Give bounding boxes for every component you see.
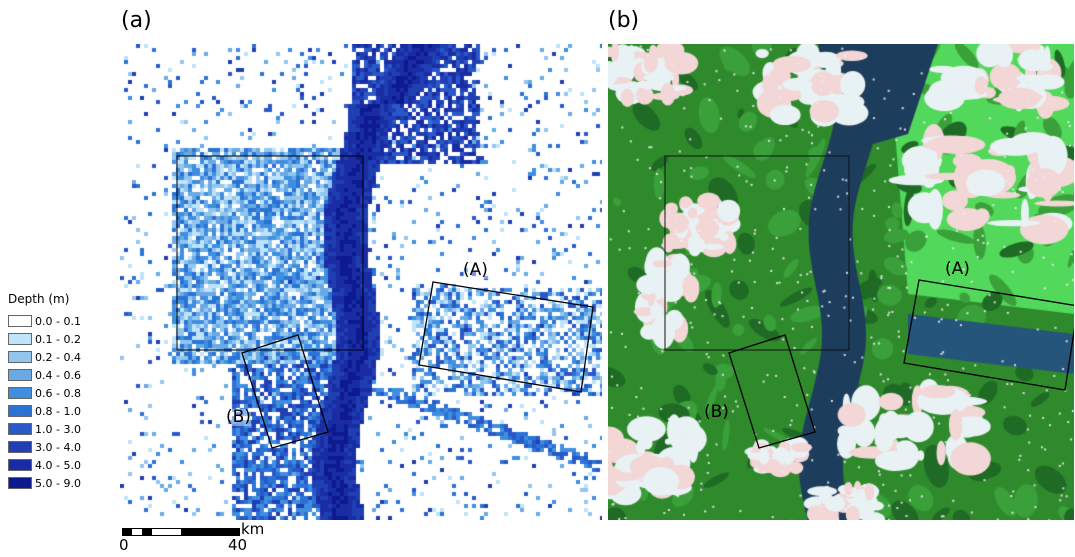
legend-swatch <box>8 369 32 381</box>
legend-item: 0.6 - 0.8 <box>8 384 108 402</box>
region-a-label: (A) <box>463 260 488 280</box>
legend-swatch <box>8 333 32 345</box>
legend-swatch <box>8 351 32 363</box>
panel-b-label: (b) <box>608 8 640 33</box>
legend-swatch <box>8 477 32 489</box>
legend-items: 0.0 - 0.1 0.1 - 0.2 0.2 - 0.4 0.4 - 0.6 0.6 … <box>8 312 108 492</box>
region-b-label: (B) <box>226 407 251 427</box>
legend-item: 5.0 - 9.0 <box>8 474 108 492</box>
legend-swatch <box>8 459 32 471</box>
legend-item: 0.0 - 0.1 <box>8 312 108 330</box>
region-b-label-b: (B) <box>704 402 729 422</box>
legend-label: 0.6 - 0.8 <box>35 386 81 400</box>
legend-label: 0.1 - 0.2 <box>35 332 81 346</box>
region-a-box-b <box>903 279 1074 391</box>
region-b-box <box>241 334 329 449</box>
legend-title: Depth (m) <box>8 292 70 306</box>
flood-depth-overlay <box>176 155 594 449</box>
legend-label: 4.0 - 5.0 <box>35 458 81 472</box>
satellite-raster <box>608 44 1074 520</box>
legend-label: 1.0 - 3.0 <box>35 422 81 436</box>
legend-item: 0.1 - 0.2 <box>8 330 108 348</box>
legend-item: 3.0 - 4.0 <box>8 438 108 456</box>
legend-item: 1.0 - 3.0 <box>8 420 108 438</box>
legend-item: 0.4 - 0.6 <box>8 366 108 384</box>
legend-label: 5.0 - 9.0 <box>35 476 81 490</box>
legend-swatch <box>8 441 32 453</box>
flood-depth-raster <box>120 44 602 520</box>
region-a-box <box>418 281 594 393</box>
focus-square-b <box>664 155 850 351</box>
scale-end-label: 40 <box>228 536 248 554</box>
legend-item: 4.0 - 5.0 <box>8 456 108 474</box>
satellite-overlay <box>664 155 1074 449</box>
region-a-label-b: (A) <box>945 259 970 279</box>
legend-swatch <box>8 315 32 327</box>
legend-swatch <box>8 387 32 399</box>
panel-a-label: (a) <box>121 8 152 33</box>
scale-start-label: 0 <box>119 536 129 554</box>
flood-depth-map: (A) (B) <box>120 44 602 520</box>
focus-square-a <box>176 155 364 351</box>
legend-item: 0.2 - 0.4 <box>8 348 108 366</box>
legend-swatch <box>8 423 32 435</box>
region-b-box-b <box>728 334 816 449</box>
depth-legend: Depth (m) 0.0 - 0.1 0.1 - 0.2 0.2 - 0.4 0.4… <box>8 292 108 492</box>
legend-label: 0.8 - 1.0 <box>35 404 81 418</box>
legend-label: 3.0 - 4.0 <box>35 440 81 454</box>
scale-bar: 0 40 km <box>119 522 264 556</box>
scale-bar-graphic <box>122 528 240 536</box>
legend-label: 0.4 - 0.6 <box>35 368 81 382</box>
satellite-image-map: (A) (B) <box>608 44 1074 520</box>
legend-swatch <box>8 405 32 417</box>
legend-label: 0.2 - 0.4 <box>35 350 81 364</box>
scale-unit-label: km <box>241 520 265 538</box>
legend-item: 0.8 - 1.0 <box>8 402 108 420</box>
legend-label: 0.0 - 0.1 <box>35 314 81 328</box>
